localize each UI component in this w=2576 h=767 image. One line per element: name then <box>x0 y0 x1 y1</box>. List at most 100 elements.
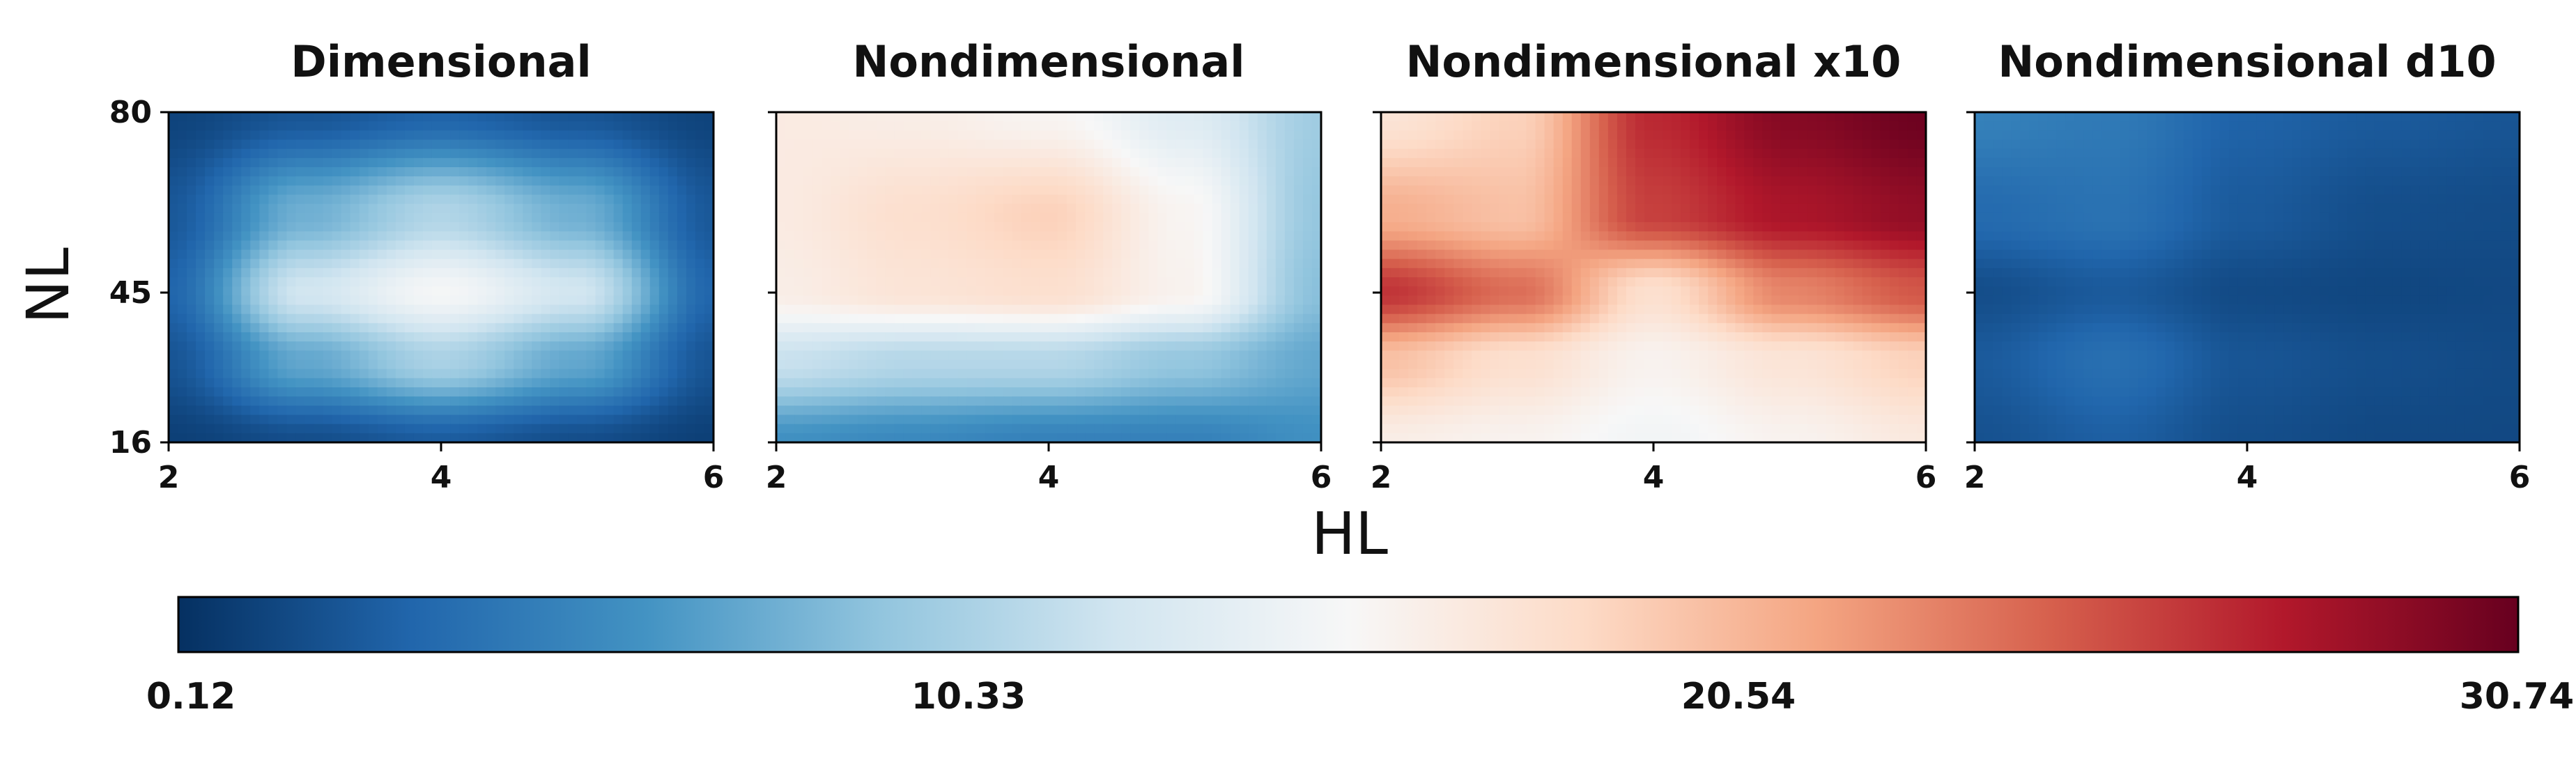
heatmap-cell <box>1030 130 1040 141</box>
heatmap-cell <box>1871 148 1881 159</box>
heatmap-cell <box>169 249 178 260</box>
heatmap-cell <box>677 194 687 205</box>
heatmap-cell <box>1266 249 1277 260</box>
heatmap-cell <box>1085 304 1095 315</box>
heatmap-cell <box>1399 176 1409 187</box>
heatmap-cell <box>858 304 868 315</box>
heatmap-cell <box>259 203 270 214</box>
heatmap-cell <box>785 313 795 324</box>
heatmap-cell <box>1681 121 1690 132</box>
heatmap-cell <box>1717 194 1727 205</box>
heatmap-cell <box>350 369 360 379</box>
heatmap-cell <box>658 405 669 416</box>
heatmap-cell <box>295 157 306 168</box>
heatmap-cell <box>541 121 551 132</box>
heatmap-cell <box>459 378 469 388</box>
heatmap-cell <box>994 286 1004 297</box>
heatmap-cell <box>840 185 850 196</box>
heatmap-cell <box>604 350 615 361</box>
heatmap-cell <box>1798 121 1809 132</box>
heatmap-cell <box>232 112 242 122</box>
heatmap-cell <box>822 185 831 196</box>
heatmap-cell <box>1248 268 1258 278</box>
heatmap-cell <box>350 295 360 306</box>
heatmap-cell <box>486 212 496 223</box>
heatmap-cell <box>849 240 859 251</box>
heatmap-cell <box>894 277 904 287</box>
heatmap-cell <box>304 369 315 379</box>
heatmap-cell <box>831 167 841 177</box>
heatmap-cell <box>1130 286 1141 297</box>
heatmap-cell <box>404 240 415 251</box>
heatmap-cell <box>504 130 515 141</box>
heatmap-cell <box>785 231 795 242</box>
heatmap-cell <box>386 222 396 232</box>
heatmap-cell <box>885 167 895 177</box>
heatmap-cell <box>295 231 306 242</box>
heatmap-cell <box>1185 341 1195 352</box>
heatmap-cell <box>1789 157 1800 168</box>
heatmap-cell <box>541 258 551 269</box>
heatmap-cell <box>232 286 242 297</box>
heatmap-cell <box>295 112 306 122</box>
heatmap-cell <box>1257 240 1267 251</box>
heatmap-cell <box>822 112 831 122</box>
heatmap-cell <box>1835 130 1845 141</box>
heatmap-cell <box>1907 203 1918 214</box>
heatmap-cell <box>1039 387 1049 397</box>
heatmap-cell <box>948 424 959 434</box>
heatmap-cell <box>1580 157 1591 168</box>
heatmap-cell <box>1302 240 1313 251</box>
heatmap-cell <box>622 249 633 260</box>
heatmap-cell <box>1076 139 1086 150</box>
heatmap-cell <box>196 249 206 260</box>
heatmap-cell <box>395 313 406 324</box>
heatmap-cell <box>649 268 660 278</box>
heatmap-cell <box>595 176 606 187</box>
heatmap-cell <box>885 304 895 315</box>
heatmap-cell <box>1293 231 1304 242</box>
heatmap-cell <box>1699 148 1709 159</box>
heatmap-cell <box>586 148 596 159</box>
heatmap-cell <box>332 350 342 361</box>
heatmap-cell <box>523 341 533 352</box>
heatmap-cell <box>903 415 913 425</box>
heatmap-cell <box>314 415 324 425</box>
heatmap-cell <box>903 378 913 388</box>
heatmap-cell <box>785 424 795 434</box>
heatmap-cell <box>831 341 841 352</box>
heatmap-cell <box>341 396 351 407</box>
heatmap-cells <box>776 112 1322 443</box>
heatmap-cell <box>1635 130 1645 141</box>
heatmap-cell <box>341 295 351 306</box>
heatmap-cell <box>1789 185 1800 196</box>
heatmap-cell <box>1067 341 1077 352</box>
heatmap-cell <box>686 350 696 361</box>
heatmap-cell <box>867 304 877 315</box>
heatmap-cell <box>1381 148 1391 159</box>
heatmap-cell <box>1726 112 1736 122</box>
heatmap-cell <box>876 121 886 132</box>
heatmap-cell <box>966 332 977 342</box>
heatmap-cell <box>541 240 551 251</box>
heatmap-cell <box>1898 176 1908 187</box>
heatmap-cell <box>350 341 360 352</box>
heatmap-cell <box>386 415 396 425</box>
heatmap-cell <box>1157 424 1168 434</box>
heatmap-cell <box>939 433 950 443</box>
heatmap-cell <box>459 231 469 242</box>
heatmap-cell <box>413 369 424 379</box>
heatmap-cell <box>268 277 279 287</box>
heatmap-cell <box>776 378 786 388</box>
heatmap-cell <box>504 222 515 232</box>
heatmap-cell <box>304 415 315 425</box>
heatmap-cell <box>241 332 252 342</box>
heatmap-cell <box>1175 387 1186 397</box>
heatmap-cell <box>631 396 642 407</box>
heatmap-cell <box>1481 130 1491 141</box>
heatmap-cell <box>468 268 478 278</box>
heatmap-cell <box>1753 176 1764 187</box>
heatmap-cell <box>631 167 642 177</box>
heatmap-cell <box>803 359 813 370</box>
heatmap-cell <box>532 359 542 370</box>
